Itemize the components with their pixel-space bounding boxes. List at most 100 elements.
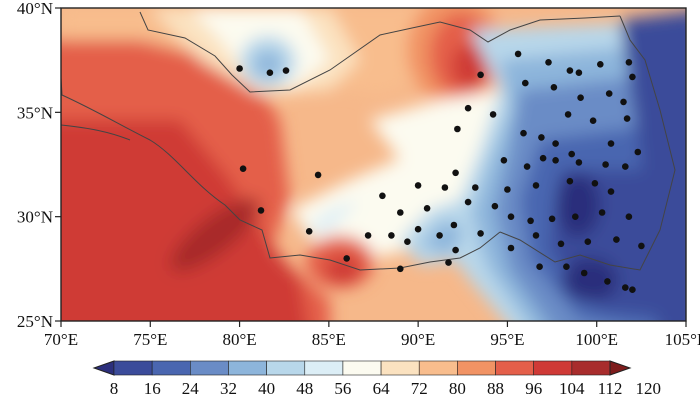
colorbar-segment: [228, 360, 267, 376]
colorbar-label: 48: [296, 379, 313, 398]
station-marker: [504, 186, 511, 193]
station-marker: [625, 59, 633, 66]
colorbar-label: 32: [220, 379, 237, 398]
x-tick-label: 95°E: [490, 330, 524, 349]
colorbar-segment: [380, 360, 420, 376]
station-marker: [605, 90, 613, 97]
station-marker: [364, 232, 372, 239]
station-marker: [282, 67, 290, 74]
station-marker: [489, 111, 497, 118]
y-tick-label: 30°N: [17, 208, 53, 227]
y-tick-label: 25°N: [17, 312, 53, 331]
station-marker: [607, 188, 615, 195]
station-marker: [477, 230, 484, 237]
station-marker: [423, 205, 431, 212]
station-marker: [572, 213, 579, 220]
colorbar-label: 8: [110, 379, 119, 398]
station-marker: [629, 73, 636, 81]
colorbar-segment: [533, 360, 573, 376]
station-marker: [520, 129, 527, 137]
station-marker: [436, 232, 443, 239]
station-marker: [450, 221, 458, 229]
station-marker: [604, 278, 611, 285]
colorbar-label: 64: [373, 379, 391, 398]
station-marker: [379, 192, 386, 200]
colorbar-min-triangle: [92, 360, 115, 376]
colorbar-segment: [495, 360, 534, 376]
x-tick-label: 105°E: [665, 330, 700, 349]
x-tick-label: 70°E: [44, 330, 78, 349]
station-marker: [629, 286, 636, 294]
station-marker: [523, 163, 531, 170]
station-marker: [266, 69, 274, 76]
colorbar-label: 88: [487, 379, 504, 398]
station-marker: [607, 140, 615, 147]
station-marker: [552, 140, 559, 147]
axes: 70°E 75°E 80°E 85°E 90°E 95°E 100°E 105°E 25°N 30…: [17, 0, 700, 349]
colorbar-max-triangle: [609, 360, 632, 376]
station-marker: [589, 117, 597, 124]
station-marker: [545, 59, 552, 66]
station-marker: [580, 269, 588, 277]
station-marker: [552, 157, 559, 164]
station-marker: [388, 232, 395, 239]
station-marker: [577, 94, 584, 101]
colorbar-segment: [266, 360, 306, 376]
colorbar: 8 16 24 32 40 48 56 64 72 80 88 96 104 112 120: [92, 360, 661, 398]
station-marker: [536, 263, 543, 271]
station-marker: [625, 213, 633, 220]
colorbar-label: 120: [635, 379, 661, 398]
station-marker: [454, 125, 461, 133]
station-marker: [343, 255, 351, 262]
station-marker: [257, 207, 265, 214]
station-marker: [507, 244, 515, 252]
colorbar-segment: [571, 360, 611, 376]
station-marker: [314, 171, 322, 179]
colorbar-segment: [151, 360, 191, 376]
station-marker: [464, 104, 472, 112]
y-tick-label: 35°N: [17, 103, 53, 122]
x-tick-label: 85°E: [312, 330, 346, 349]
station-marker: [514, 50, 522, 58]
station-marker: [566, 177, 574, 185]
station-marker: [500, 157, 508, 164]
colorbar-label: 112: [598, 379, 623, 398]
station-marker: [414, 225, 422, 233]
station-marker: [404, 238, 411, 245]
y-tick-label: 40°N: [17, 0, 53, 18]
station-marker: [397, 209, 404, 216]
colorbar-segment: [304, 360, 344, 376]
station-marker: [239, 165, 247, 172]
station-marker: [414, 182, 422, 189]
colorbar-label: 80: [449, 379, 466, 398]
station-marker: [236, 65, 243, 72]
station-marker: [638, 242, 645, 250]
colorbar-segment: [418, 360, 458, 376]
station-marker: [591, 180, 599, 187]
boundary-lines: [61, 11, 676, 271]
colorbar-label: 40: [258, 379, 275, 398]
colorbar-label: 24: [182, 379, 200, 398]
station-marker: [507, 213, 515, 220]
x-tick-label: 75°E: [133, 330, 167, 349]
station-marker: [620, 98, 627, 106]
x-tick-label: 80°E: [222, 330, 256, 349]
station-marker: [564, 111, 572, 118]
x-tick-label: 100°E: [575, 330, 618, 349]
station-marker: [622, 284, 629, 291]
station-marker: [597, 61, 604, 68]
colorbar-label: 16: [144, 379, 161, 398]
station-marker: [522, 79, 529, 87]
colorbar-segment: [113, 360, 153, 376]
station-marker: [538, 134, 545, 141]
station-marker: [452, 169, 459, 177]
station-marker: [539, 154, 547, 162]
station-marker: [568, 150, 575, 158]
station-marker: [491, 202, 499, 210]
colorbar-label: 96: [525, 379, 542, 398]
contour-field: [61, 8, 686, 321]
station-marker: [563, 263, 570, 271]
colorbar-label: 56: [334, 379, 351, 398]
station-marker: [584, 238, 592, 245]
station-marker: [557, 240, 565, 248]
